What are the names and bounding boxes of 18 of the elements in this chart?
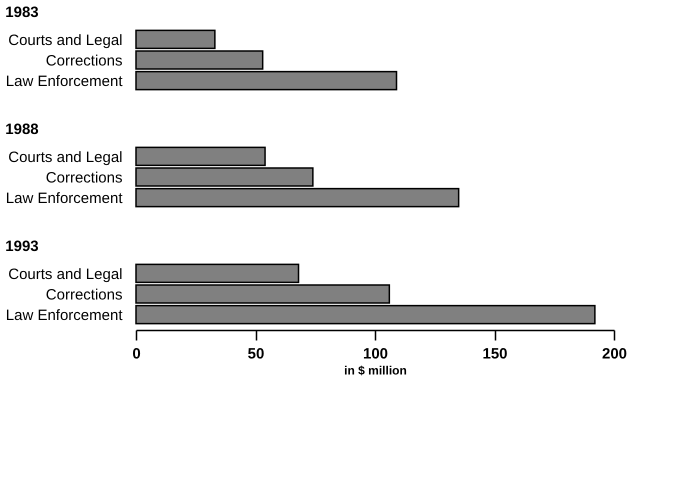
x-tick-label: 100 [362,346,388,362]
y-tick-label: Courts and Legal [8,32,122,49]
y-tick-label: Courts and Legal [8,266,122,283]
x-tick-label: 150 [482,346,508,362]
chart-title: 1993 [5,238,39,255]
y-tick-label: Law Enforcement [6,73,124,90]
chart-title: 1988 [5,121,39,138]
y-tick-label: Corrections [46,52,122,70]
x-tick-label: 200 [602,346,628,362]
x-tick-label: 0 [132,346,141,362]
y-tick-label: Law Enforcement [6,307,124,324]
y-tick-label: Courts and Legal [8,148,122,166]
y-tick-label: Corrections [46,170,122,186]
x-axis-title: in $ million [344,364,407,378]
y-tick-label: Law Enforcement [6,190,124,208]
chart-title: 1983 [5,4,39,21]
y-tick-label: Corrections [46,286,122,304]
x-tick-label: 50 [248,346,264,362]
